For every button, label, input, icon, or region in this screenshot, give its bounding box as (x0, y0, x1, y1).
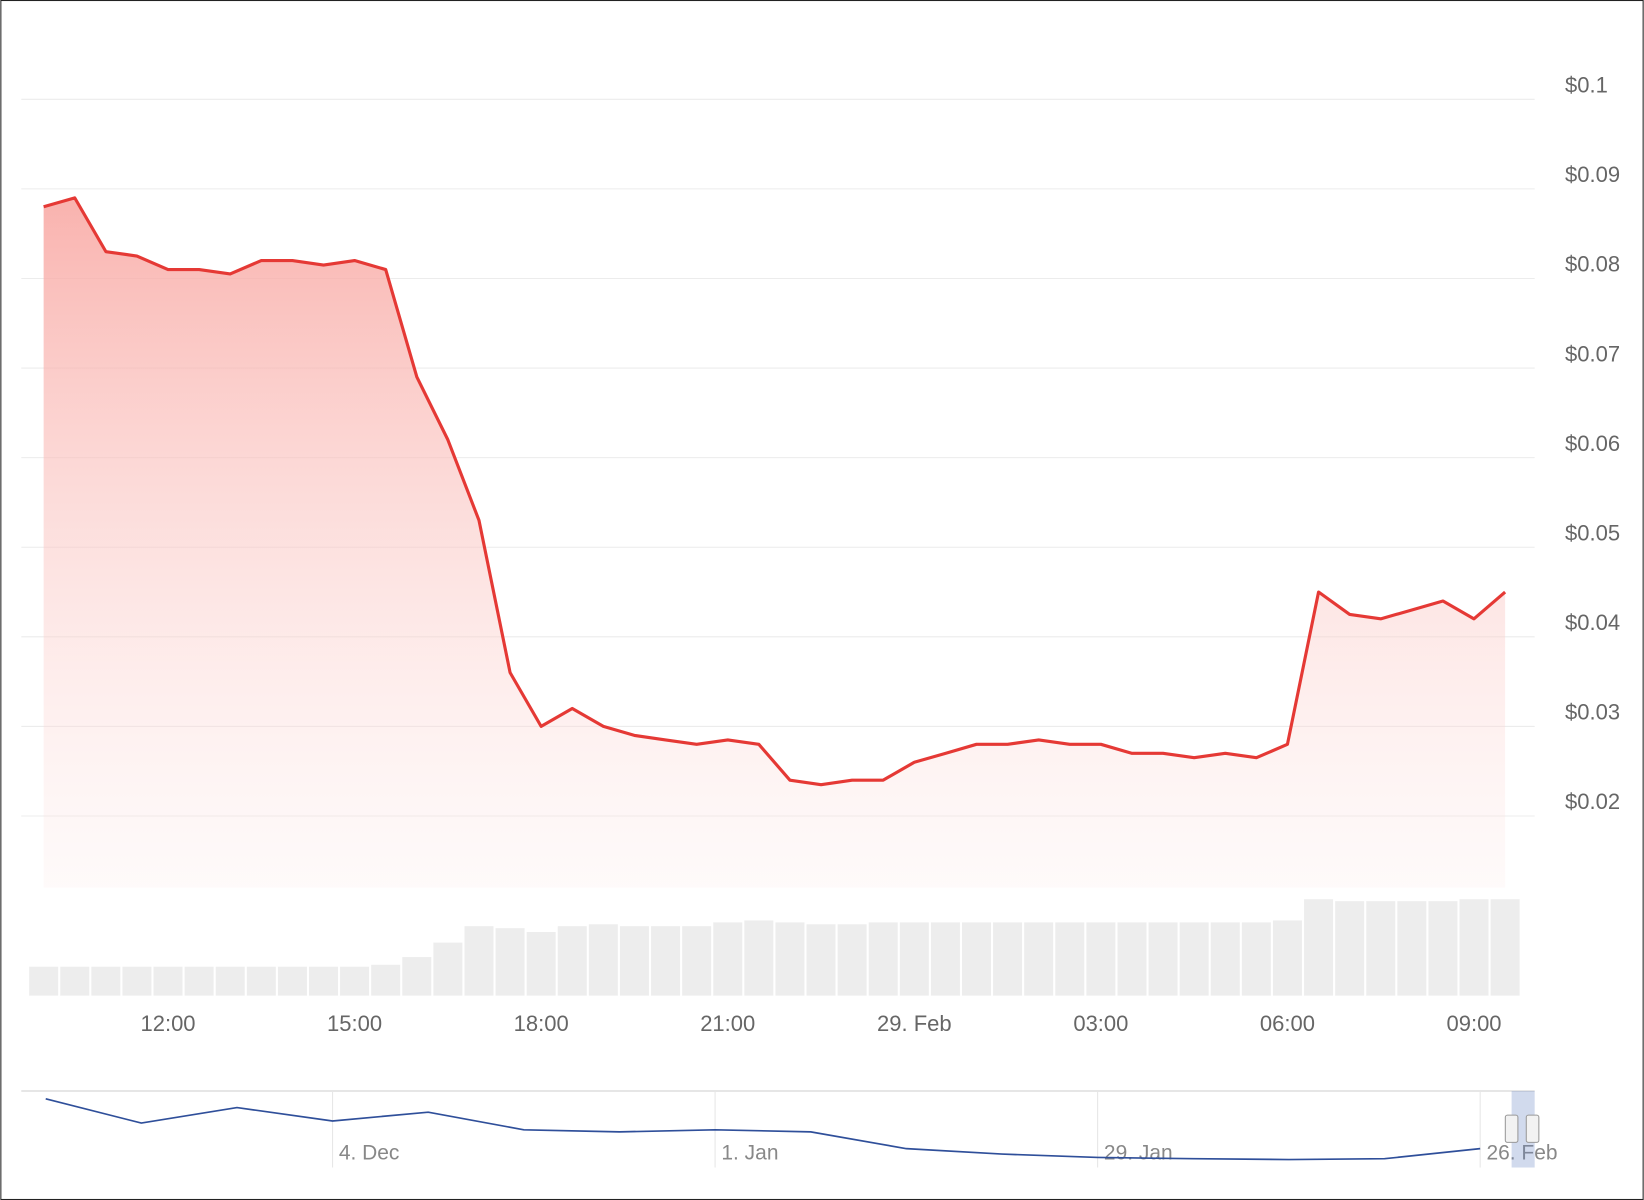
volume-bar (215, 966, 245, 996)
volume-bar (557, 926, 587, 996)
volume-bar (340, 966, 370, 996)
volume-bar (682, 926, 712, 996)
volume-bar (868, 922, 898, 996)
volume-bar (153, 966, 183, 996)
volume-bar (402, 957, 432, 996)
y-tick-label: $0.06 (1565, 431, 1620, 456)
x-tick-label: 15:00 (327, 1011, 382, 1036)
volume-bar (713, 922, 743, 996)
volume-bar (619, 926, 649, 996)
y-tick-label: $0.05 (1565, 520, 1620, 545)
volume-bar (806, 924, 836, 996)
y-tick-label: $0.08 (1565, 252, 1620, 277)
volume-bar (1272, 920, 1302, 996)
volume-bar (371, 964, 401, 996)
navigator-tick-label: 29. Jan (1104, 1141, 1173, 1164)
x-tick-label: 21:00 (700, 1011, 755, 1036)
volume-bar (277, 966, 307, 996)
volume-bar (184, 966, 214, 996)
volume-bar (1490, 899, 1520, 996)
volume-bar (899, 922, 929, 996)
volume-bar (930, 922, 960, 996)
volume-bar (1055, 922, 1085, 996)
volume-bar (1366, 901, 1396, 996)
y-tick-label: $0.09 (1565, 162, 1620, 187)
volume-bar (1117, 922, 1147, 996)
volume-bar (1086, 922, 1116, 996)
volume-bar (29, 966, 59, 996)
navigator-line (45, 1097, 1481, 1161)
volume-bar (122, 966, 152, 996)
volume-bar (651, 926, 681, 996)
navigator-tick-label: 26. Feb (1486, 1141, 1557, 1164)
volume-bar (1148, 922, 1178, 996)
volume-bar (775, 922, 805, 996)
volume-bar (1304, 899, 1334, 996)
volume-bar (1428, 901, 1458, 996)
volume-bar (588, 924, 618, 996)
volume-bar (1024, 922, 1054, 996)
y-tick-label: $0.07 (1565, 341, 1620, 366)
x-tick-label: 03:00 (1073, 1011, 1128, 1036)
volume-bar (1459, 899, 1489, 996)
volume-bar (60, 966, 90, 996)
volume-bar (91, 966, 121, 996)
navigator-handle[interactable] (1525, 1114, 1540, 1143)
volume-bar (526, 931, 556, 996)
navigator-tick-label: 4. Dec (339, 1141, 400, 1164)
x-tick-label: 06:00 (1260, 1011, 1315, 1036)
navigator-handle[interactable] (1504, 1114, 1519, 1143)
x-tick-label: 18:00 (514, 1011, 569, 1036)
x-tick-label: 29. Feb (877, 1011, 952, 1036)
volume-bar (1179, 922, 1209, 996)
volume-bar (962, 922, 992, 996)
volume-bar (744, 920, 774, 996)
volume-bar (495, 928, 525, 996)
volume-bar (246, 966, 276, 996)
volume-bar (1241, 922, 1271, 996)
navigator-selection (1511, 1091, 1535, 1168)
y-tick-label: $0.04 (1565, 610, 1620, 635)
volume-bar (309, 966, 339, 996)
x-tick-label: 12:00 (140, 1011, 195, 1036)
y-tick-label: $0.02 (1565, 789, 1620, 814)
price-area (43, 197, 1506, 888)
navigator-tick-label: 1. Jan (721, 1141, 778, 1164)
y-tick-label: $0.03 (1565, 700, 1620, 725)
volume-bar (1397, 901, 1427, 996)
volume-bar (433, 942, 463, 996)
navigator: 4. Dec 1. Jan 29. Jan 26. Feb (21, 1090, 1558, 1168)
volume-bar (837, 924, 867, 996)
volume-bar (1335, 901, 1365, 996)
volume-bar (1210, 922, 1240, 996)
y-tick-label: $0.1 (1565, 73, 1608, 98)
price-line (43, 196, 1507, 787)
volume-bar (464, 926, 494, 996)
x-tick-label: 09:00 (1446, 1011, 1501, 1036)
volume-bar (993, 922, 1023, 996)
